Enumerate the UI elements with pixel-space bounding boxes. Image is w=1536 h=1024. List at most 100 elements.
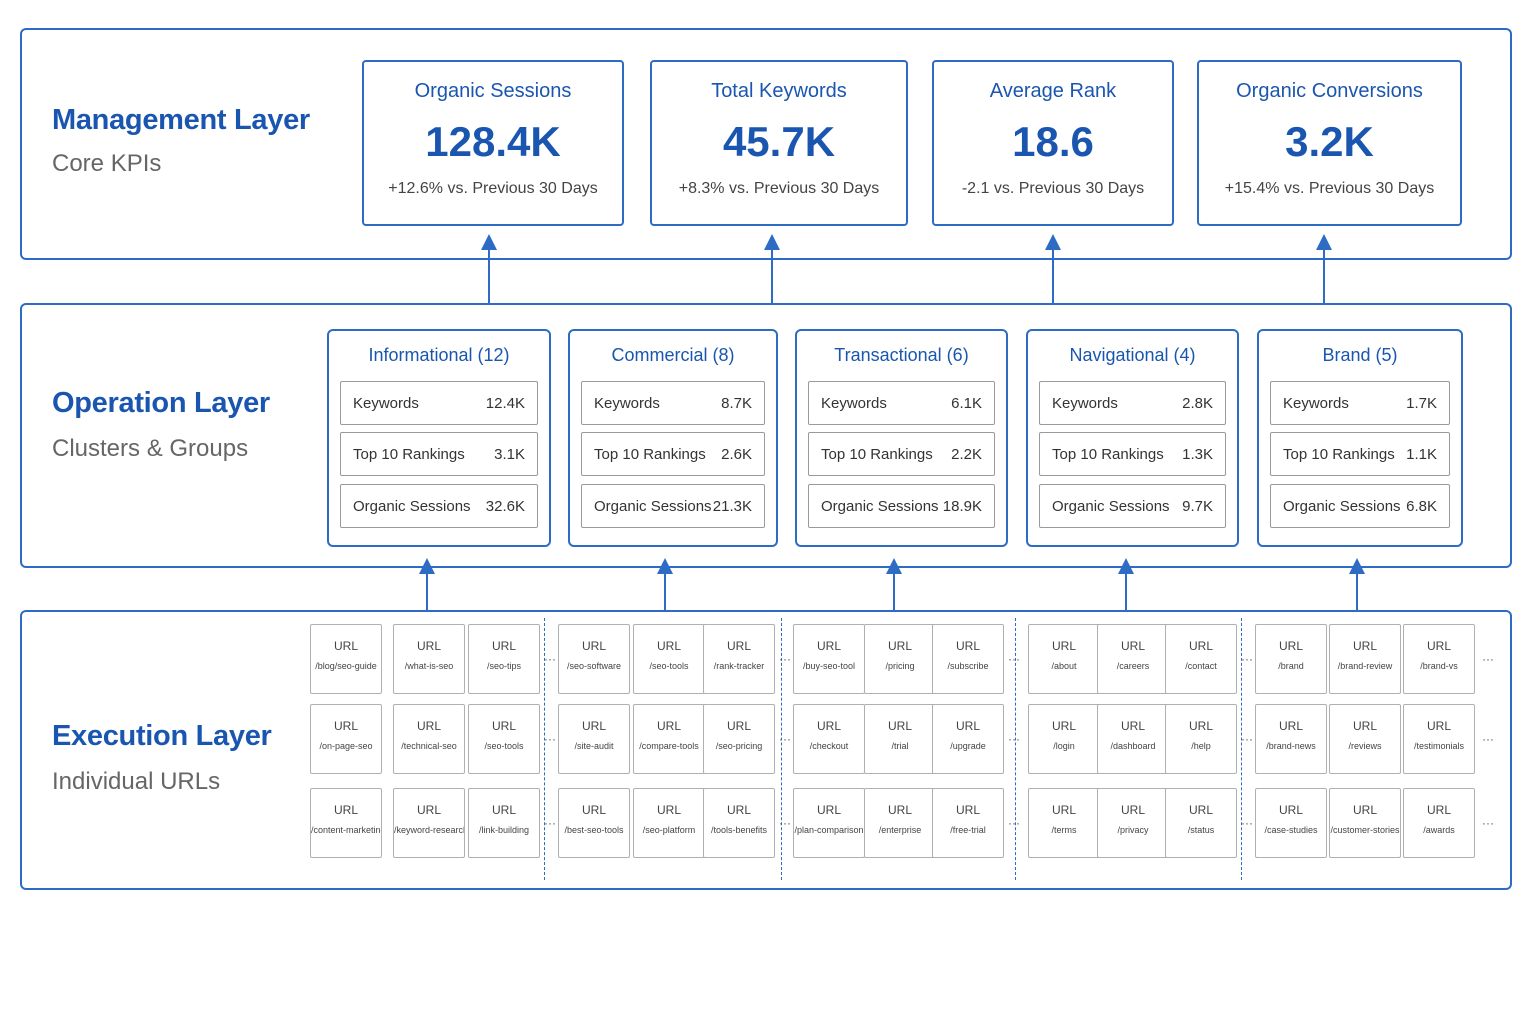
url-card[interactable]: URL/what-is-seo: [393, 624, 465, 694]
url-card[interactable]: URL/contact: [1165, 624, 1237, 694]
kpi-card-organic-conversions[interactable]: Organic Conversions 3.2K +15.4% vs. Prev…: [1197, 60, 1462, 226]
more-urls-ellipsis: ···: [1482, 652, 1494, 666]
url-card[interactable]: URL/plan-comparison: [793, 788, 865, 858]
metric-row-top10: Top 10 Rankings 1.1K: [1270, 432, 1450, 476]
url-card[interactable]: URL/link-building: [468, 788, 540, 858]
url-card[interactable]: URL/enterprise: [864, 788, 936, 858]
url-card[interactable]: URL/tools-benefits: [703, 788, 775, 858]
url-path: /buy-seo-tool: [802, 661, 856, 671]
url-card[interactable]: URL/technical-seo: [393, 704, 465, 774]
cluster-card-brand[interactable]: Brand (5) Keywords 1.7K Top 10 Rankings 1.…: [1257, 329, 1463, 547]
more-urls-ellipsis: ···: [1008, 816, 1020, 830]
metric-row-sessions: Organic Sessions 21.3K: [581, 484, 765, 528]
url-card[interactable]: URL/about: [1028, 624, 1100, 694]
url-card[interactable]: URL/site-audit: [558, 704, 630, 774]
metric-label: Top 10 Rankings: [594, 446, 706, 463]
url-path: /site-audit: [574, 741, 614, 751]
url-path: /seo-platform: [642, 825, 696, 835]
url-label: URL: [887, 719, 912, 733]
url-path: /dashboard: [1110, 741, 1156, 751]
metric-value: 8.7K: [721, 395, 752, 412]
url-card[interactable]: URL/rank-tracker: [703, 624, 775, 694]
connector-line: [1125, 572, 1127, 610]
url-path: /testimonials: [1413, 741, 1465, 751]
cluster-card-commercial[interactable]: Commercial (8) Keywords 8.7K Top 10 Ranki…: [568, 329, 778, 547]
url-label: URL: [1120, 719, 1145, 733]
url-label: URL: [726, 803, 751, 817]
url-card[interactable]: URL/brand-review: [1329, 624, 1401, 694]
metric-label: Top 10 Rankings: [353, 446, 465, 463]
url-card[interactable]: URL/keyword-research: [393, 788, 465, 858]
metric-row-top10: Top 10 Rankings 3.1K: [340, 432, 538, 476]
url-card[interactable]: URL/reviews: [1329, 704, 1401, 774]
url-card[interactable]: URL/brand: [1255, 624, 1327, 694]
url-card[interactable]: URL/seo-software: [558, 624, 630, 694]
metric-value: 9.7K: [1182, 498, 1213, 515]
connector-line: [426, 572, 428, 610]
url-card[interactable]: URL/compare-tools: [633, 704, 705, 774]
url-card[interactable]: URL/help: [1165, 704, 1237, 774]
url-path: /trial: [891, 741, 909, 751]
url-path: /compare-tools: [639, 741, 699, 751]
url-card[interactable]: URL/seo-tools: [633, 624, 705, 694]
connector-line: [1323, 248, 1325, 303]
cluster-card-informational[interactable]: Informational (12) Keywords 12.4K Top 10 …: [327, 329, 551, 547]
metric-value: 2.6K: [721, 446, 752, 463]
group-divider: [781, 618, 782, 880]
url-card[interactable]: URL/subscribe: [932, 624, 1004, 694]
url-card[interactable]: URL/careers: [1097, 624, 1169, 694]
cluster-card-transactional[interactable]: Transactional (6) Keywords 6.1K Top 10 Ra…: [795, 329, 1008, 547]
kpi-card-total-keywords[interactable]: Total Keywords 45.7K +8.3% vs. Previous …: [650, 60, 908, 226]
connector-line: [1052, 248, 1054, 303]
url-label: URL: [955, 719, 980, 733]
url-card[interactable]: URL/dashboard: [1097, 704, 1169, 774]
url-card[interactable]: URL/awards: [1403, 788, 1475, 858]
url-label: URL: [1352, 803, 1377, 817]
url-path: /contact: [1185, 661, 1217, 671]
url-path: /about: [1051, 661, 1077, 671]
url-card[interactable]: URL/buy-seo-tool: [793, 624, 865, 694]
url-card[interactable]: URL/brand-news: [1255, 704, 1327, 774]
metric-value: 1.3K: [1182, 446, 1213, 463]
url-path: /seo-tools: [484, 741, 524, 751]
url-card[interactable]: URL/pricing: [864, 624, 936, 694]
url-card[interactable]: URL/content-marketing: [310, 788, 382, 858]
url-label: URL: [656, 639, 681, 653]
metric-label: Organic Sessions: [1283, 498, 1401, 515]
url-path: /pricing: [885, 661, 915, 671]
url-card[interactable]: URL/checkout: [793, 704, 865, 774]
url-card[interactable]: URL/terms: [1028, 788, 1100, 858]
url-card[interactable]: URL/customer-stories: [1329, 788, 1401, 858]
url-card[interactable]: URL/seo-tools: [468, 704, 540, 774]
kpi-title: Organic Sessions: [414, 80, 572, 102]
url-path: /seo-pricing: [715, 741, 763, 751]
url-card[interactable]: URL/seo-platform: [633, 788, 705, 858]
url-card[interactable]: URL/seo-tips: [468, 624, 540, 694]
metric-label: Organic Sessions: [353, 498, 471, 515]
url-label: URL: [491, 719, 516, 733]
metric-value: 18.9K: [942, 498, 982, 515]
url-card[interactable]: URL/free-trial: [932, 788, 1004, 858]
url-path: /reviews: [1348, 741, 1382, 751]
url-card[interactable]: URL/seo-pricing: [703, 704, 775, 774]
metric-value: 6.1K: [951, 395, 982, 412]
url-card[interactable]: URL/upgrade: [932, 704, 1004, 774]
more-urls-ellipsis: ···: [1008, 732, 1020, 746]
url-card[interactable]: URL/status: [1165, 788, 1237, 858]
metric-row-keywords: Keywords 12.4K: [340, 381, 538, 425]
url-card[interactable]: URL/trial: [864, 704, 936, 774]
url-card[interactable]: URL/login: [1028, 704, 1100, 774]
url-card[interactable]: URL/blog/seo-guide: [310, 624, 382, 694]
url-label: URL: [816, 639, 841, 653]
url-card[interactable]: URL/testimonials: [1403, 704, 1475, 774]
cluster-card-navigational[interactable]: Navigational (4) Keywords 2.8K Top 10 Ran…: [1026, 329, 1239, 547]
url-card[interactable]: URL/case-studies: [1255, 788, 1327, 858]
url-card[interactable]: URL/best-seo-tools: [558, 788, 630, 858]
url-card[interactable]: URL/privacy: [1097, 788, 1169, 858]
kpi-card-average-rank[interactable]: Average Rank 18.6 -2.1 vs. Previous 30 D…: [932, 60, 1174, 226]
url-card[interactable]: URL/brand-vs: [1403, 624, 1475, 694]
execution-layer-subtitle: Individual URLs: [52, 768, 221, 795]
metric-row-sessions: Organic Sessions 9.7K: [1039, 484, 1226, 528]
url-card[interactable]: URL/on-page-seo: [310, 704, 382, 774]
kpi-card-organic-sessions[interactable]: Organic Sessions 128.4K +12.6% vs. Previ…: [362, 60, 624, 226]
